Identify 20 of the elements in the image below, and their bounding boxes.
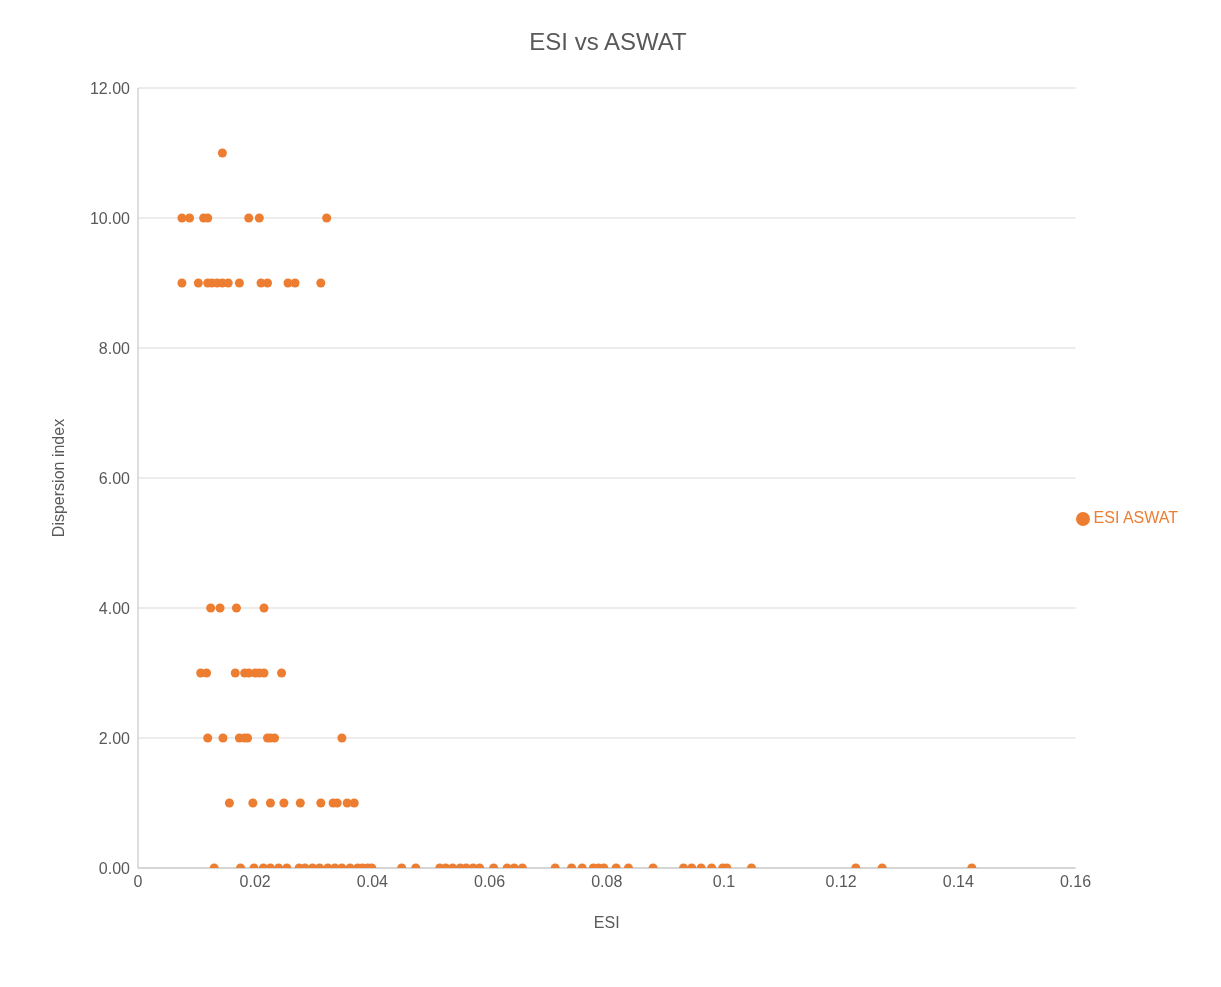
y-tick-label: 0.00: [98, 859, 131, 877]
chart-title: ESI vs ASWAT: [528, 27, 688, 57]
x-tick-label: 0.16: [1059, 873, 1092, 891]
y-tick-label: 2.00: [98, 729, 131, 747]
y-tick-label: 8.00: [98, 339, 131, 357]
x-tick-label: 0.12: [825, 873, 857, 891]
legend-label: ESI ASWAT: [1093, 509, 1178, 526]
y-axis-title: Dispersion index: [49, 418, 67, 538]
y-tick-label: 4.00: [98, 599, 131, 617]
x-tick-label: 0.14: [942, 873, 975, 891]
y-tick-label: 10.00: [89, 209, 131, 227]
x-tick-label: 0.02: [239, 873, 271, 891]
y-tick-label: 6.00: [98, 469, 131, 487]
x-tick-label: 0.06: [474, 873, 506, 891]
y-tick-label: 12.00: [89, 79, 131, 97]
x-tick-label: 0.04: [356, 873, 389, 891]
x-tick-label: 0: [133, 873, 143, 891]
x-axis-title: ESI: [593, 914, 620, 931]
x-tick-label: 0.08: [591, 873, 623, 891]
x-tick-label: 0.1: [712, 873, 736, 891]
